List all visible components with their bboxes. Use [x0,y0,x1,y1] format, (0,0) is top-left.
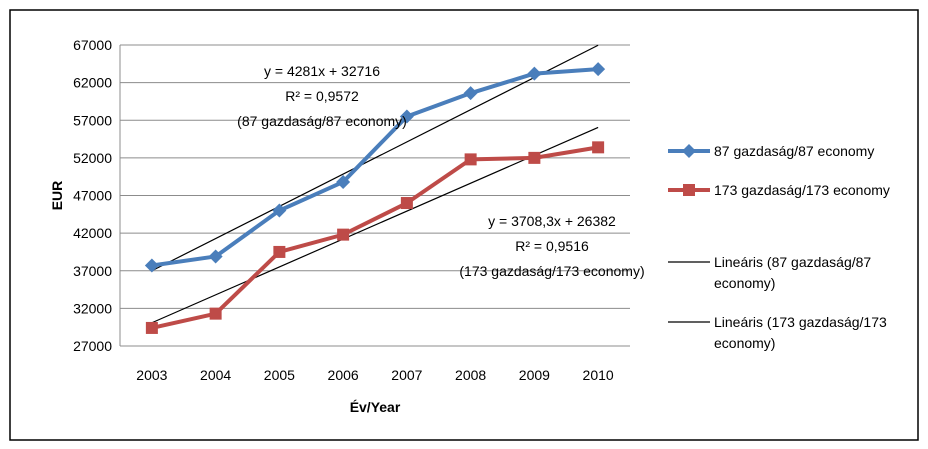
legend-trendline-label: economy) [714,335,775,351]
trend-annotations: y = 4281x + 32716 R² = 0,9572 (87 gazdaság… [237,63,644,279]
chart-border [9,9,919,441]
data-point-square [337,228,350,241]
trend-r-squared: R² = 0,9572 [285,88,359,104]
trend-equation: y = 3708,3x + 26382 [488,213,616,229]
legend-trendline-label: Lineáris (87 gazdaság/87 [714,254,871,270]
legend-marker-diamond [682,144,696,158]
y-tick-label: 37000 [73,263,112,279]
y-tick-label: 32000 [73,300,112,316]
legend-marker-square [683,184,695,196]
y-axis-title: EUR [49,181,65,211]
legend-label: 173 gazdaság/173 economy [714,182,890,198]
data-point-diamond [463,86,478,101]
data-point-diamond [336,174,351,189]
trend-r-squared: R² = 0,9516 [515,238,589,254]
x-tick-label: 2010 [583,367,614,383]
series-line-1 [151,67,599,268]
data-point-square [209,307,222,320]
x-tick-label: 2008 [455,367,486,383]
data-point-diamond [208,249,223,264]
trend-equation: y = 4281x + 32716 [264,63,380,79]
legend-trendline-label: economy) [714,275,775,291]
trend-series-label: (173 gazdaság/173 economy) [459,263,644,279]
data-point-diamond [591,62,606,77]
data-point-diamond [144,258,159,273]
y-tick-label: 62000 [73,75,112,91]
axes: 67000 62000 57000 52000 47000 42000 37000 32000… [49,37,630,415]
data-point-diamond [527,66,542,81]
series [144,62,606,334]
data-point-square [400,197,413,210]
y-tick-label: 67000 [73,37,112,53]
data-point-square [528,151,541,164]
x-tick-label: 2009 [519,367,550,383]
y-tick-label: 27000 [73,338,112,354]
y-tick-label: 47000 [73,188,112,204]
data-point-square [273,245,286,258]
data-point-square [145,321,158,334]
trendline-1 [151,44,599,272]
x-tick-label: 2003 [136,367,167,383]
x-axis-title: Év/Year [350,399,401,415]
y-tick-label: 42000 [73,225,112,241]
data-point-diamond [272,203,287,218]
x-tick-label: 2006 [328,367,359,383]
y-tick-label: 57000 [73,112,112,128]
trend-series-label: (87 gazdaság/87 economy) [237,113,407,129]
legend-trendline-label: Lineáris (173 gazdaság/173 [714,314,887,330]
legend-label: 87 gazdaság/87 economy [714,143,874,159]
data-point-square [592,141,605,154]
x-tick-label: 2004 [200,367,231,383]
y-tick-label: 52000 [73,150,112,166]
data-point-diamond [399,109,414,124]
data-point-square [464,153,477,166]
legend: 87 gazdaság/87 economy 173 gazdaság/173 e… [668,143,890,351]
x-tick-label: 2007 [391,367,422,383]
x-tick-label: 2005 [264,367,295,383]
series-line-2 [151,145,599,330]
